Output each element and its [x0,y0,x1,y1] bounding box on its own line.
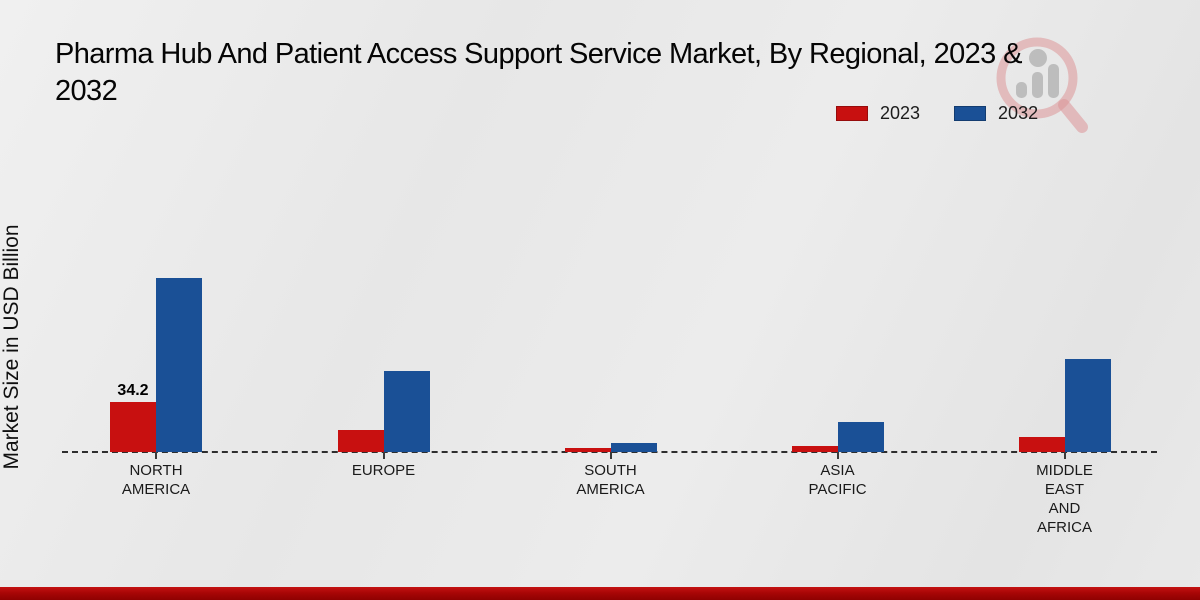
legend-label-2023: 2023 [880,103,921,123]
bar-2023-category-1 [337,430,384,452]
bar-2032-category-4 [1064,359,1111,452]
category-label-0: NORTH AMERICA [121,462,191,498]
footer-accent-band [0,587,1200,600]
value-label-2023-category-0: 34.2 [117,382,149,399]
category-tick-1 [382,452,385,459]
bar-2032-category-1 [383,371,430,452]
bar-2023-category-2 [564,448,611,452]
bar-2032-category-0 [156,278,202,452]
y-axis-label: Market Size in USD Billion [0,224,23,470]
category-tick-2 [609,452,612,459]
category-tick-0 [155,452,157,459]
legend-item-2032: 2032 [954,103,1038,124]
category-label-1: EUROPE [351,462,416,479]
legend-swatch-2032 [954,106,987,121]
legend: 2023 2032 [836,103,1038,124]
chart-title: Pharma Hub And Patient Access Support Se… [55,38,1023,108]
legend-label-2032: 2032 [998,103,1039,123]
category-label-3: ASIA PACIFIC [808,462,867,498]
legend-item-2023: 2023 [836,103,920,124]
bar-2032-category-3 [837,422,884,452]
category-label-4: MIDDLE EAST AND AFRICA [1036,462,1093,536]
category-tick-4 [1063,452,1066,459]
category-label-2: SOUTH AMERICA [576,462,645,498]
category-tick-3 [836,452,839,459]
bar-2023-category-0 [110,402,156,452]
legend-swatch-2023 [836,106,868,121]
bar-2032-category-2 [610,443,657,452]
bar-2023-category-3 [791,446,838,452]
bar-2023-category-4 [1018,437,1065,452]
watermark-logo-icon [996,37,1088,133]
